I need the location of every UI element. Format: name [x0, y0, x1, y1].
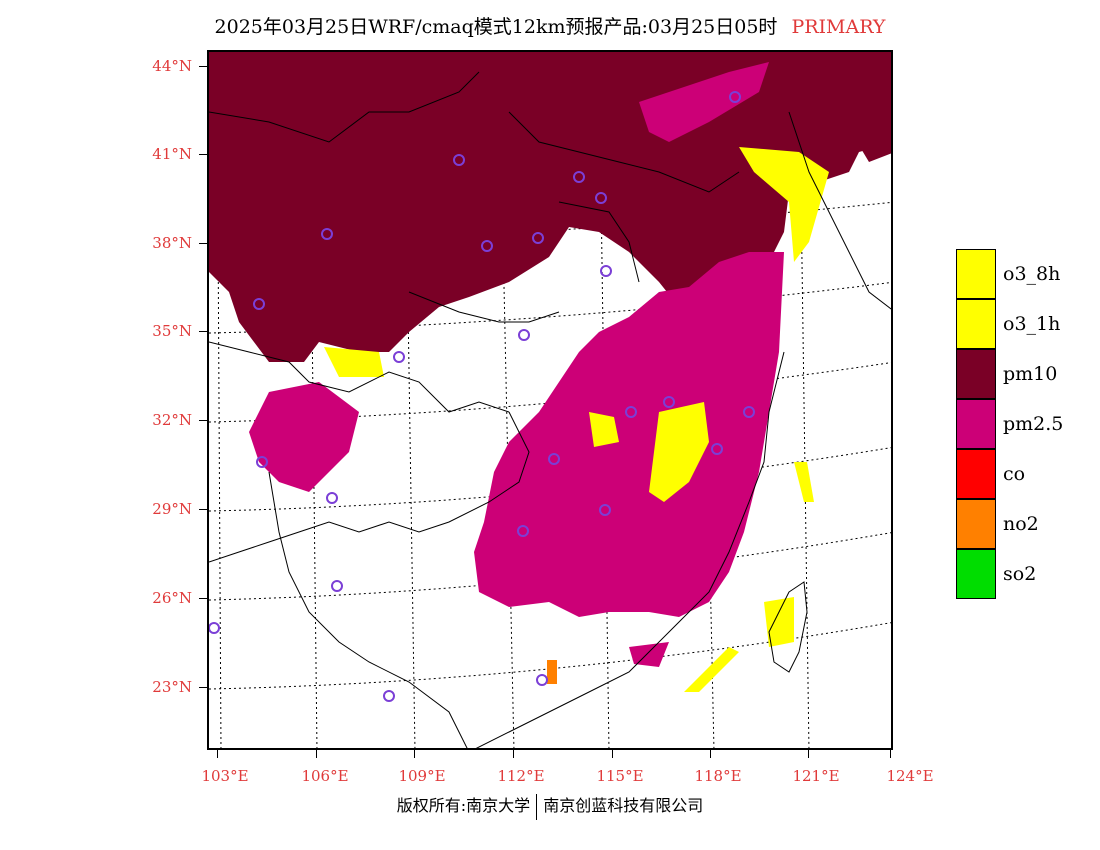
- lat-label-35: 35°N: [152, 322, 192, 340]
- lat-label-23: 23°N: [152, 678, 192, 696]
- legend-label: so2: [1003, 563, 1037, 585]
- lon-label-103: 103°E: [201, 767, 249, 785]
- legend-label: pm2.5: [1003, 413, 1064, 435]
- lat-tick: [199, 509, 207, 510]
- lat-label-26: 26°N: [152, 589, 192, 607]
- station-markers: [209, 91, 755, 702]
- lat-label-29: 29°N: [152, 500, 192, 518]
- legend-swatch: [956, 299, 996, 349]
- o3-region-3: [324, 347, 384, 377]
- lon-tick: [710, 750, 711, 758]
- footer-separator: [536, 793, 538, 820]
- no2-patch: [547, 660, 557, 684]
- lon-tick: [612, 750, 613, 758]
- lat-label-32: 32°N: [152, 411, 192, 429]
- o3-region-2: [739, 147, 829, 262]
- title-text: 2025年03月25日WRF/cmaq模式12km预报产品:03月25日05时: [214, 16, 778, 38]
- legend-label: no2: [1003, 513, 1039, 535]
- lon-tick: [217, 750, 218, 758]
- legend-label: o3_8h: [1003, 263, 1061, 285]
- lon-label-112: 112°E: [497, 767, 545, 785]
- o3-region-4: [684, 647, 739, 692]
- lat-label-38: 38°N: [152, 234, 192, 252]
- pm25-region-northeast: [639, 62, 769, 142]
- legend-label: o3_1h: [1003, 313, 1061, 335]
- pm25-region-southeast: [629, 642, 669, 667]
- o3-region-1: [649, 402, 709, 502]
- legend-swatch: [956, 449, 996, 499]
- lon-tick: [513, 750, 514, 758]
- lat-tick: [199, 154, 207, 155]
- pm25-region-west: [249, 382, 359, 492]
- lon-label-115: 115°E: [596, 767, 644, 785]
- footer-left: 版权所有:南京大学: [396, 796, 531, 815]
- lat-tick: [199, 420, 207, 421]
- legend-label: pm10: [1003, 363, 1058, 385]
- lon-tick: [414, 750, 415, 758]
- lon-label-124: 124°E: [886, 767, 934, 785]
- lon-tick: [808, 750, 809, 758]
- lon-label-109: 109°E: [398, 767, 446, 785]
- legend-swatch: [956, 249, 996, 299]
- legend-swatch: [956, 399, 996, 449]
- map-title: 2025年03月25日WRF/cmaq模式12km预报产品:03月25日05时 P…: [0, 12, 1100, 39]
- lat-tick: [199, 687, 207, 688]
- lat-tick: [199, 598, 207, 599]
- lat-label-41: 41°N: [152, 145, 192, 163]
- pollutant-map: [209, 52, 891, 748]
- lon-tick: [316, 750, 317, 758]
- title-tag: PRIMARY: [791, 16, 886, 38]
- lat-tick: [199, 331, 207, 332]
- copyright-footer: 版权所有:南京大学 南京创蓝科技有限公司: [0, 792, 1100, 820]
- legend-swatch: [956, 549, 996, 599]
- boundaries: [209, 71, 891, 748]
- lat-tick: [199, 243, 207, 244]
- lon-label-121: 121°E: [792, 767, 840, 785]
- lon-tick: [890, 750, 891, 758]
- footer-right: 南京创蓝科技有限公司: [543, 796, 704, 815]
- lat-label-44: 44°N: [152, 57, 192, 75]
- map-panel: [207, 50, 893, 750]
- pm10-region-east: [799, 52, 891, 162]
- o3-region-6: [794, 462, 814, 502]
- legend-swatch: [956, 349, 996, 399]
- legend-label: co: [1003, 463, 1026, 485]
- o3-region-7: [589, 412, 619, 447]
- lon-label-106: 106°E: [301, 767, 349, 785]
- lon-label-118: 118°E: [694, 767, 742, 785]
- legend-swatch: [956, 499, 996, 549]
- o3-region-5: [764, 597, 794, 647]
- lat-tick: [199, 66, 207, 67]
- pm25-region-central: [474, 252, 784, 617]
